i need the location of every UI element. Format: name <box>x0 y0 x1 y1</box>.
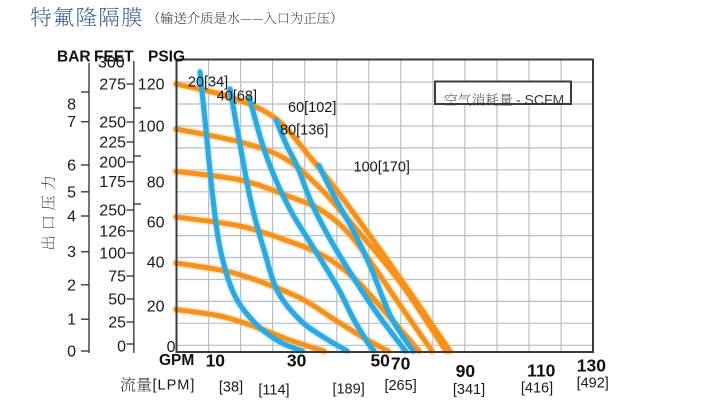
svg-text:0: 0 <box>67 344 76 361</box>
svg-text:8: 8 <box>67 97 76 114</box>
svg-text:225: 225 <box>99 135 126 152</box>
svg-text:126: 126 <box>99 224 126 241</box>
svg-text:50: 50 <box>370 351 390 371</box>
svg-text:[189]: [189] <box>332 382 364 398</box>
svg-text:25: 25 <box>108 315 126 332</box>
svg-text:0: 0 <box>117 339 126 356</box>
svg-text:GPM: GPM <box>159 352 194 369</box>
svg-text:[341]: [341] <box>453 382 485 398</box>
svg-text:80: 80 <box>147 175 165 192</box>
svg-text:275: 275 <box>99 77 126 94</box>
svg-text:20[34]: 20[34] <box>188 75 228 91</box>
svg-text:70: 70 <box>391 354 411 374</box>
svg-text:120: 120 <box>138 77 165 94</box>
svg-text:20: 20 <box>147 299 165 316</box>
svg-text:50: 50 <box>108 292 126 309</box>
svg-text:[265]: [265] <box>384 378 416 394</box>
svg-text:250: 250 <box>99 115 126 132</box>
svg-text:10: 10 <box>206 351 226 371</box>
svg-text:200: 200 <box>99 155 126 172</box>
svg-text:300: 300 <box>98 55 125 72</box>
svg-text:100[170]: 100[170] <box>354 160 410 176</box>
svg-text:5: 5 <box>67 184 76 201</box>
svg-text:80[136]: 80[136] <box>280 123 328 139</box>
svg-text:[114]: [114] <box>258 383 289 399</box>
svg-text:1: 1 <box>67 312 76 329</box>
svg-text:7: 7 <box>67 114 76 131</box>
svg-text:[38]: [38] <box>219 379 243 395</box>
svg-text:3: 3 <box>67 244 76 261</box>
svg-text:90: 90 <box>456 361 476 381</box>
svg-text:- SCFM: - SCFM <box>516 91 564 107</box>
svg-text:40[68]: 40[68] <box>217 88 257 104</box>
svg-text:BAR: BAR <box>57 49 91 66</box>
svg-text:30: 30 <box>287 350 307 370</box>
svg-text:40: 40 <box>147 255 165 272</box>
svg-text:FEET: FEET <box>94 49 134 66</box>
svg-text:[492]: [492] <box>577 376 609 392</box>
svg-text:60: 60 <box>147 215 165 232</box>
svg-text:PSIG: PSIG <box>148 49 185 66</box>
svg-text:100: 100 <box>99 246 126 263</box>
svg-text:0: 0 <box>167 339 176 356</box>
svg-text:4: 4 <box>67 209 76 226</box>
svg-text:100: 100 <box>138 119 165 136</box>
svg-text:175: 175 <box>99 174 126 191</box>
svg-text:75: 75 <box>108 269 126 286</box>
svg-text:6: 6 <box>67 158 76 175</box>
svg-text:130: 130 <box>577 356 606 376</box>
svg-text:60[102]: 60[102] <box>288 100 336 116</box>
svg-text:2: 2 <box>67 277 76 294</box>
svg-text:[416]: [416] <box>521 381 553 397</box>
svg-text:250: 250 <box>99 203 126 220</box>
svg-text:110: 110 <box>527 361 555 381</box>
svg-text:[LPM]: [LPM] <box>153 378 196 394</box>
